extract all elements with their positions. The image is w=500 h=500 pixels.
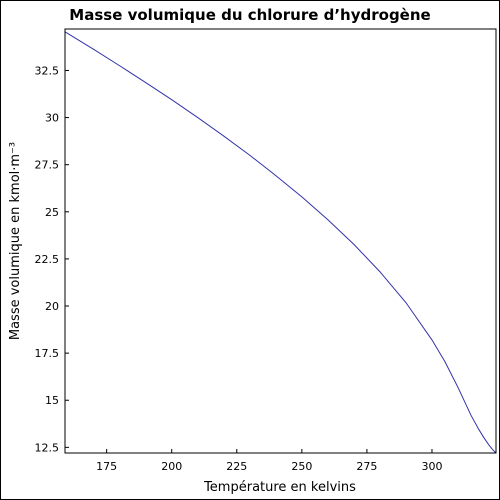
y-tick-label: 32.5 [35,64,60,77]
y-axis-ticks: 12.5 15 17.5 20 22.5 25 27.5 30 32.5 [35,64,69,454]
y-tick-label: 25 [45,206,59,219]
x-tick-label: 175 [96,460,117,473]
y-tick-label: 17.5 [35,347,60,360]
y-tick-label: 27.5 [35,159,60,172]
plot-area-border [64,28,497,454]
density-curve [64,31,497,454]
x-axis-label: Température en kelvins [203,480,356,495]
x-tick-label: 225 [226,460,247,473]
chart-title: Masse volumique du chlorure d’hydrogène [69,6,430,24]
y-tick-label: 20 [45,300,59,313]
y-tick-label: 30 [45,112,59,125]
x-axis-ticks: 175 200 225 250 275 300 [96,449,442,473]
y-tick-label: 22.5 [35,253,60,266]
x-tick-label: 200 [161,460,182,473]
x-tick-label: 250 [291,460,312,473]
y-axis-label: Masse volumique en kmol·m⁻³ [8,142,23,340]
x-tick-label: 275 [356,460,377,473]
y-tick-label: 15 [45,394,59,407]
x-tick-label: 300 [421,460,442,473]
y-tick-label: 12.5 [35,441,60,454]
